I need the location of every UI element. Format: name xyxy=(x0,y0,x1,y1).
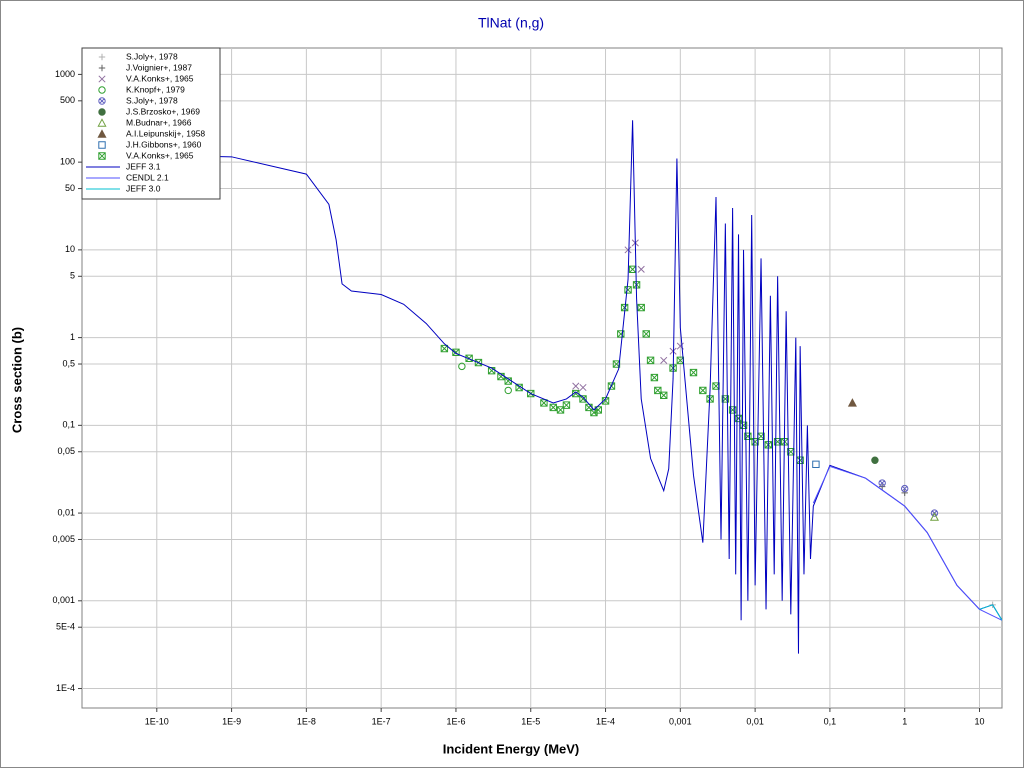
plot xyxy=(82,120,1002,654)
y-tick-label: 1E-4 xyxy=(56,683,75,693)
data-point xyxy=(650,373,659,382)
data-point xyxy=(900,484,909,493)
y-tick-label: 0,5 xyxy=(62,358,75,368)
x-tick-label: 1E-9 xyxy=(222,716,241,726)
x-tick-label: 1 xyxy=(902,716,907,726)
legend-label: J.S.Brzosko+, 1969 xyxy=(126,106,200,116)
data-point xyxy=(579,383,587,392)
data-point xyxy=(624,286,632,294)
data-point xyxy=(660,391,668,399)
data-line xyxy=(812,465,1002,621)
data-point xyxy=(458,362,466,370)
data-point xyxy=(579,395,587,403)
data-point xyxy=(504,386,512,395)
grid: 1E-10 1E-9 1E-8 1E-7 1E-6 1E-5 1E-4 0,001 0,01 0,… xyxy=(52,48,1002,726)
data-point xyxy=(487,366,496,375)
data-point xyxy=(847,398,857,407)
data-point xyxy=(660,356,668,364)
legend-label: S.Joly+, 1978 xyxy=(126,95,178,105)
y-tick-label: 0,001 xyxy=(52,595,75,605)
legend-swatch xyxy=(98,141,106,149)
legend-swatch xyxy=(98,64,106,72)
chart-title: TlNat (n,g) xyxy=(478,15,544,31)
data-line xyxy=(979,604,1002,621)
legend-label: CENDL 2.1 xyxy=(126,172,169,182)
data-point xyxy=(929,512,939,521)
y-tick-label: 10 xyxy=(65,244,75,254)
x-tick-label: 1E-6 xyxy=(446,716,465,726)
legend-label: J.Voignier+, 1987 xyxy=(126,62,192,72)
y-tick-label: 50 xyxy=(65,183,75,193)
x-tick-label: 0,001 xyxy=(669,716,692,726)
data-point xyxy=(572,382,580,390)
x-tick-label: 1E-4 xyxy=(596,716,615,726)
legend-label: A.I.Leipunskij+, 1958 xyxy=(126,128,205,138)
data-point xyxy=(871,456,879,464)
legend-box xyxy=(81,47,221,200)
legend-label: JEFF 3.1 xyxy=(126,161,161,171)
legend-swatch xyxy=(97,118,107,127)
legend-label: V.A.Konks+, 1965 xyxy=(126,150,194,160)
x-tick-label: 10 xyxy=(974,716,984,726)
data-point xyxy=(642,330,650,338)
x-tick-label: 1E-10 xyxy=(145,716,169,726)
data-point xyxy=(699,386,707,395)
data-line xyxy=(82,120,1002,654)
legend-label: JEFF 3.0 xyxy=(126,183,161,193)
legend-swatch xyxy=(98,97,106,105)
data-point xyxy=(812,460,820,468)
data-point xyxy=(689,368,698,377)
legend-label: S.Joly+, 1978 xyxy=(126,51,178,61)
y-axis-label: Cross section (b) xyxy=(9,327,24,433)
data-point xyxy=(504,377,512,385)
y-tick-label: 5E-4 xyxy=(56,622,75,632)
y-tick-label: 0,05 xyxy=(57,446,75,456)
y-tick-label: 0,1 xyxy=(62,420,75,430)
x-tick-label: 1E-8 xyxy=(297,716,316,726)
legend-label: V.A.Konks+, 1965 xyxy=(126,73,194,83)
y-tick-label: 0,01 xyxy=(57,507,75,517)
data-point xyxy=(624,246,632,254)
legend-swatch xyxy=(98,86,106,94)
data-point xyxy=(497,372,505,381)
legend-label: K.Knopf+, 1979 xyxy=(126,84,185,94)
legend-swatch xyxy=(98,108,106,116)
y-tick-label: 5 xyxy=(70,271,75,281)
legend-swatch xyxy=(98,152,106,160)
legend-label: M.Budnar+, 1966 xyxy=(126,117,192,127)
legend-label: J.H.Gibbons+, 1960 xyxy=(126,139,202,149)
data-point xyxy=(549,403,557,412)
x-tick-label: 0,1 xyxy=(824,716,837,726)
data-point xyxy=(637,265,645,273)
x-tick-label: 0,01 xyxy=(746,716,764,726)
legend-swatch xyxy=(98,75,106,83)
y-tick-label: 0,005 xyxy=(52,534,75,544)
y-tick-label: 1 xyxy=(70,332,75,342)
data-point xyxy=(515,383,523,392)
legend-swatch xyxy=(98,53,106,61)
data-point xyxy=(556,406,565,414)
y-tick-label: 500 xyxy=(60,95,75,105)
y-tick-label: 100 xyxy=(60,157,75,167)
data-point xyxy=(878,479,886,487)
data-point xyxy=(646,356,655,365)
data-point xyxy=(901,489,908,497)
data-point xyxy=(562,401,571,409)
data-point xyxy=(440,344,449,353)
x-tick-label: 1E-7 xyxy=(372,716,391,726)
x-axis-label: Incident Energy (MeV) xyxy=(443,741,580,756)
x-tick-label: 1E-5 xyxy=(521,716,540,726)
y-tick-label: 1000 xyxy=(55,69,75,79)
data-point xyxy=(637,303,645,312)
legend-swatch xyxy=(97,129,107,138)
